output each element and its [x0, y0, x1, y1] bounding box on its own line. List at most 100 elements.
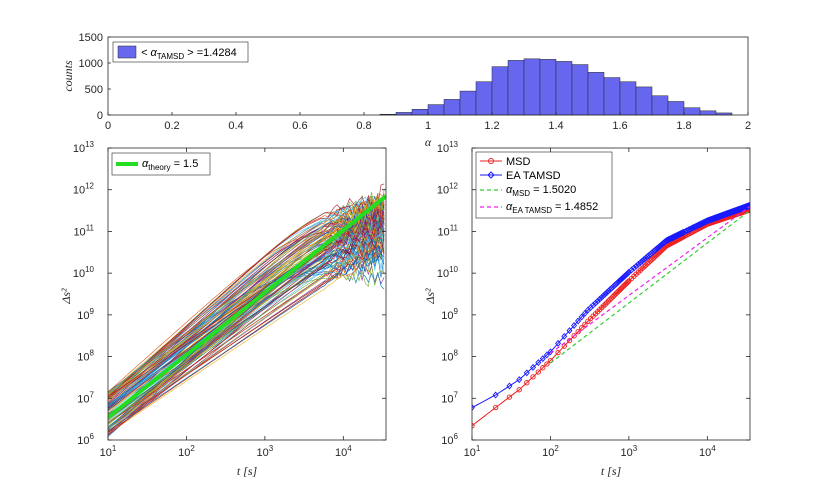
-ea-tamsd-fitline	[550, 205, 750, 354]
ea-tamsd-marker	[697, 220, 704, 228]
msd-frame	[471, 147, 751, 441]
histogram-x-ticks: 0 0.2 0.4 0.6 0.8 1 1.2 1.4 1.6 1.8 2	[105, 112, 751, 132]
ea-tamsd-marker	[683, 227, 690, 235]
tamsd-y-tick-label: 1012	[73, 182, 95, 197]
msd-marker	[625, 279, 631, 285]
msd-marker	[582, 321, 588, 328]
histogram-bar	[587, 72, 605, 116]
msd-marker	[605, 298, 612, 304]
ea-tamsd-marker	[602, 290, 609, 298]
alpha-msd-legend-label: αMSD = 1.5020	[506, 184, 576, 198]
histogram-bar	[539, 59, 557, 116]
tamsd-panel: 101 102 103 104 106 107 108 109 1010 1011 1012 101…	[59, 140, 387, 478]
tamsd-curve	[108, 240, 385, 432]
ea-tamsd-marker	[571, 322, 578, 329]
msd-marker	[644, 260, 651, 267]
histogram-x-tick-label: 0.2	[164, 120, 179, 132]
ea-tamsd-marker	[594, 297, 601, 305]
tamsd-curve	[108, 204, 385, 406]
ea-tamsd-marker	[523, 369, 530, 377]
msd-marker	[540, 365, 546, 371]
msd-marker	[646, 259, 652, 265]
msd-marker	[544, 361, 550, 367]
msd-x-tick-label: 102	[542, 444, 559, 459]
ea-tamsd-marker	[535, 359, 542, 367]
msd-y-tick-label: 106	[441, 432, 458, 447]
msd-marker	[530, 374, 536, 380]
msd-y-label: Δs²	[423, 288, 437, 305]
ea-tamsd-marker	[516, 376, 523, 384]
histogram-bar	[635, 86, 653, 116]
histogram-x-tick-label: 1	[425, 120, 431, 132]
histogram-bar	[523, 58, 541, 116]
ea-legend-label: EA TAMSD	[506, 170, 561, 182]
msd-y-tick-label: 107	[441, 390, 458, 405]
tamsd-curve	[108, 211, 385, 425]
ea-tamsd-marker	[575, 317, 582, 325]
tamsd-y-label: Δs²	[59, 288, 73, 305]
histogram-bar	[491, 66, 509, 116]
histogram-legend: < αTAMSD > =1.4284	[112, 41, 249, 63]
histogram-bar	[443, 99, 461, 116]
tamsd-x-tick-label: 102	[178, 444, 195, 459]
histogram-legend-box	[112, 41, 249, 63]
histogram-bar	[667, 101, 685, 116]
histogram-legend-label: < αTAMSD > =1.4284	[141, 47, 237, 61]
msd-marker	[524, 380, 530, 386]
ea-tamsd-marker	[506, 382, 513, 390]
histogram-y-tick-label: 500	[85, 84, 103, 96]
histogram-y-tick-label: 1000	[79, 58, 103, 70]
tamsd-curve	[108, 232, 385, 430]
ea-tamsd-marker	[642, 254, 649, 262]
msd-x-tick-label: 101	[464, 444, 481, 459]
ea-tamsd-marker	[639, 257, 646, 265]
msd-marker	[602, 301, 608, 307]
histogram-bar	[459, 90, 477, 116]
histogram-bar	[683, 107, 701, 116]
histogram-bar	[411, 109, 429, 116]
alpha-ea-legend-label: αEA TAMSD = 1.4852	[506, 201, 598, 215]
msd-y-tick-label: 1010	[437, 265, 459, 280]
msd-marker	[607, 296, 613, 303]
histogram-bar	[603, 77, 621, 116]
msd-y-tick-label: 1011	[437, 223, 458, 238]
ea-tamsd-marker	[555, 339, 562, 347]
tamsd-y-tick-label: 1010	[73, 265, 95, 280]
tamsd-curve	[108, 236, 385, 433]
histogram-x-label: α	[425, 135, 432, 149]
tamsd-curve	[108, 230, 385, 423]
tamsd-y-tick-label: 109	[77, 307, 94, 322]
msd-marker	[647, 258, 654, 264]
msd-marker	[506, 394, 513, 400]
msd-x-tick-label: 103	[621, 444, 638, 459]
tamsd-curve	[108, 215, 385, 395]
tamsd-curves	[108, 183, 385, 437]
msd-legend-box	[475, 151, 613, 219]
histogram-x-tick-label: 0.8	[356, 120, 371, 132]
theory-line	[108, 194, 386, 419]
msd-x-label: t [s]	[601, 464, 622, 478]
tamsd-legend: αtheory = 1.5	[111, 152, 211, 176]
histogram-x-tick-label: 1.2	[484, 120, 499, 132]
tamsd-curve	[108, 209, 385, 400]
ea-tamsd-marker	[598, 293, 605, 301]
ea-tamsd-marker	[530, 363, 537, 371]
ea-tamsd-marker	[686, 225, 693, 233]
tamsd-y-tick-label: 106	[77, 432, 94, 447]
tamsd-x-label: t [s]	[237, 464, 258, 478]
tamsd-curve	[108, 215, 385, 424]
histogram-y-ticks: 0 500 1000 1500	[79, 32, 111, 122]
tamsd-legend-label: αtheory = 1.5	[142, 158, 198, 172]
msd-marker	[608, 295, 615, 301]
ea-tamsd-marker	[578, 313, 585, 321]
msd-legend-label: MSD	[506, 156, 531, 168]
ea-legend-marker	[487, 171, 495, 179]
histogram-bar	[555, 61, 573, 116]
histogram-bar	[699, 110, 717, 116]
histogram-legend-swatch	[117, 45, 137, 59]
tamsd-x-tick-label: 101	[100, 444, 117, 459]
msd-y-tick-label: 1012	[437, 182, 459, 197]
ea-tamsd-marker	[633, 262, 640, 270]
ea-tamsd-marker	[747, 201, 750, 209]
